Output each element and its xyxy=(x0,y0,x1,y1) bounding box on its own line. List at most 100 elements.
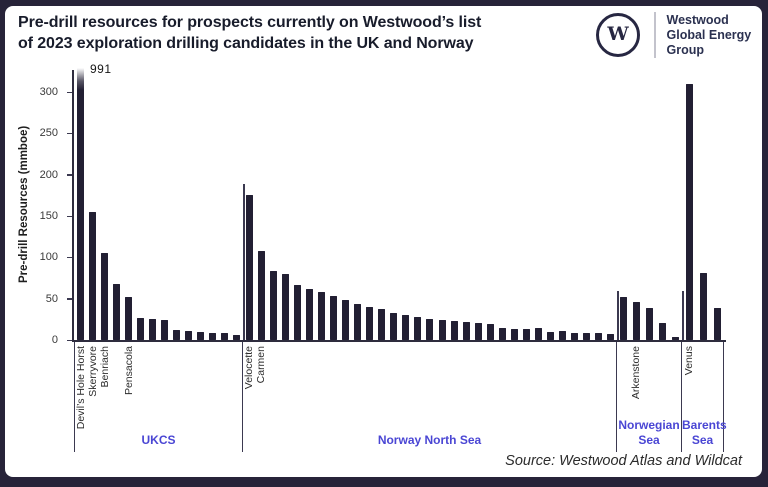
bar xyxy=(148,319,156,340)
x-axis-line xyxy=(72,340,726,342)
bar-benriach xyxy=(100,253,108,340)
bar xyxy=(713,308,721,340)
y-tick-label: 250 xyxy=(39,127,58,140)
prospect-label-skerryvore: Skerryvore xyxy=(86,346,99,397)
bar xyxy=(595,333,603,340)
westwood-logo: W Westwood Global Energy Group xyxy=(596,10,751,60)
section-divider xyxy=(243,184,245,340)
bar xyxy=(378,309,386,340)
bar-devil-s-hole-horst xyxy=(76,68,84,340)
bar xyxy=(659,323,666,340)
bar xyxy=(646,308,653,340)
y-tick-label: 100 xyxy=(39,251,58,264)
bar xyxy=(486,324,494,340)
section-label-ukcs: UKCS xyxy=(141,432,176,447)
clipped-bar-annotation: 991 xyxy=(90,62,112,76)
prospect-label-pensacola: Pensacola xyxy=(122,346,135,396)
chart-section-barents-sea xyxy=(682,68,724,340)
bar xyxy=(414,317,422,340)
bar xyxy=(498,328,506,340)
bar xyxy=(583,333,591,340)
prospect-label-velocette: Velocette xyxy=(242,346,255,390)
category-box: Devil’s Hole Horst Skerryvore Benriach Pens… xyxy=(74,342,727,452)
bar xyxy=(607,334,615,340)
chart-section-ukcs xyxy=(74,68,243,340)
y-tick-mark xyxy=(67,174,72,176)
bar xyxy=(317,292,325,340)
logo-divider xyxy=(654,12,656,58)
bar-skerryvore xyxy=(88,212,96,340)
section-label-norway-north-sea: Norway North Sea xyxy=(377,432,482,447)
chart-card xyxy=(5,6,762,477)
title-line-1: Pre-drill resources for prospects curren… xyxy=(18,14,482,31)
bar xyxy=(571,333,579,340)
bar xyxy=(438,320,446,340)
bar-pensacola xyxy=(124,297,132,340)
section-divider xyxy=(682,291,684,340)
bar xyxy=(672,337,679,340)
bar xyxy=(112,284,120,340)
y-tick-mark xyxy=(67,339,72,341)
y-tick-mark xyxy=(67,91,72,93)
y-tick-label: 150 xyxy=(39,210,58,222)
bar xyxy=(699,273,707,340)
bar xyxy=(281,274,289,340)
prospect-label-benriach: Benriach xyxy=(98,346,111,388)
title-line-2: of 2023 exploration drilling candidates … xyxy=(18,34,474,52)
category-cell-ukcs: Devil’s Hole Horst Skerryvore Benriach Pens… xyxy=(74,342,243,452)
bar xyxy=(620,297,627,340)
bar xyxy=(342,300,350,340)
bar xyxy=(329,296,337,340)
bar xyxy=(547,332,555,340)
bar xyxy=(185,331,193,340)
bar xyxy=(173,330,181,340)
prospect-label-devil-s-hole-horst: Devil’s Hole Horst xyxy=(74,346,87,430)
bar xyxy=(197,332,205,340)
bar xyxy=(522,329,530,340)
bar xyxy=(366,307,374,340)
bar xyxy=(390,313,398,340)
bar-venus xyxy=(685,84,693,340)
y-tick-mark xyxy=(67,215,72,217)
category-cell-norwegian-sea: Arkenstone Norwegian Sea xyxy=(617,342,682,452)
logo-circle-icon: W xyxy=(596,13,640,57)
y-axis-tick-marks xyxy=(67,68,72,341)
bar xyxy=(233,335,241,340)
logo-org-line1: Westwood xyxy=(666,12,729,27)
logo-monogram: W xyxy=(607,23,629,45)
bar xyxy=(221,333,229,340)
bar xyxy=(293,285,301,340)
category-cell-barents-sea: Venus Barents Sea xyxy=(682,342,727,452)
bar xyxy=(474,323,482,340)
logo-org-name: Westwood Global Energy Group xyxy=(667,13,752,58)
section-divider xyxy=(617,291,619,340)
prospect-label-carmen: Carmen xyxy=(254,346,267,384)
bar xyxy=(209,333,217,340)
bar-velocette xyxy=(245,195,253,340)
bar xyxy=(160,320,168,340)
page-title: Pre-drill resources for prospects curren… xyxy=(18,13,578,55)
bar xyxy=(450,321,458,340)
prospect-label-venus: Venus xyxy=(682,346,695,376)
y-tick-label: 0 xyxy=(51,334,58,346)
category-cell-norway-north-sea: Velocette Carmen Norway North Sea xyxy=(243,342,617,452)
chart-section-norway-north-sea xyxy=(243,68,617,340)
y-tick-mark xyxy=(67,132,72,135)
y-tick-label: 300 xyxy=(39,86,58,98)
bar xyxy=(426,319,434,340)
plot-area: 991 xyxy=(74,62,724,340)
y-tick-label: 200 xyxy=(39,168,58,181)
y-tick-mark xyxy=(67,256,72,259)
bar xyxy=(559,331,567,340)
section-label-barents-sea: Barents Sea xyxy=(682,418,727,447)
bar-arkenstone xyxy=(633,302,640,340)
bar xyxy=(402,315,410,340)
bar xyxy=(354,304,362,340)
prospect-label-arkenstone: Arkenstone xyxy=(630,346,642,400)
logo-org-line2: Global Energy xyxy=(666,27,752,42)
y-tick-label: 50 xyxy=(45,292,58,305)
bar xyxy=(510,329,518,340)
section-label-norwegian-sea: Norwegian Sea xyxy=(618,418,680,447)
bar xyxy=(462,322,470,340)
